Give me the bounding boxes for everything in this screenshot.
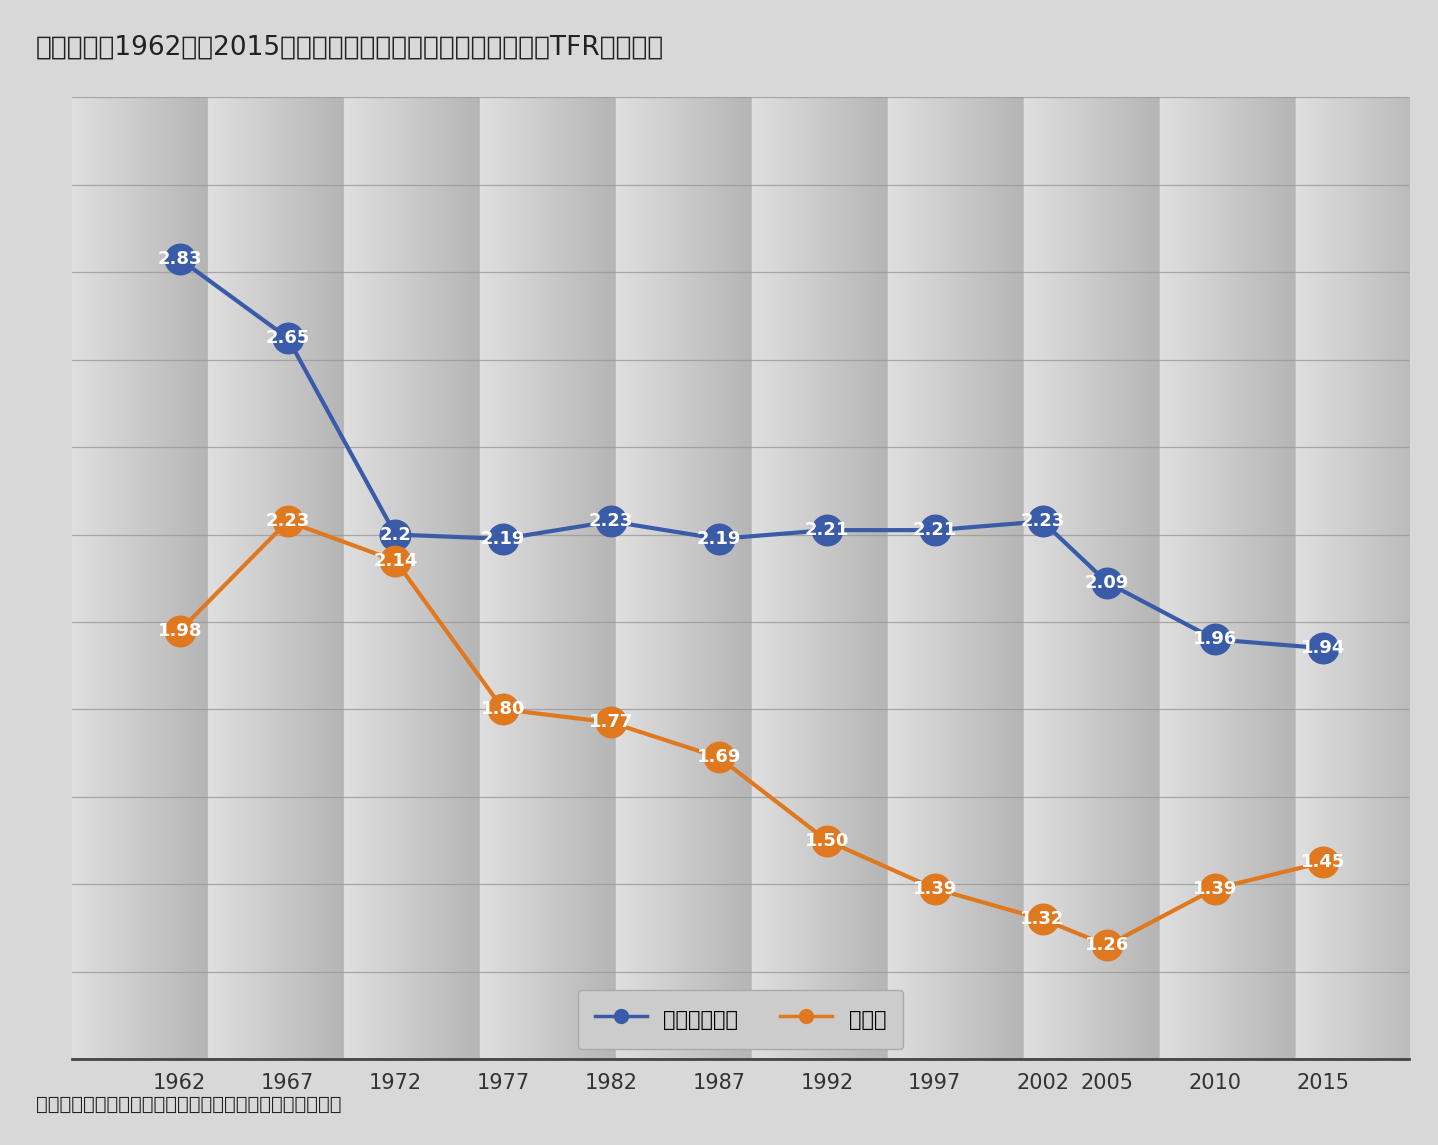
Text: 1.80: 1.80 — [482, 701, 525, 718]
完結出生児数 — [1206, 632, 1224, 646]
Text: 1.32: 1.32 — [1021, 910, 1064, 929]
完結出生児数 — [495, 532, 512, 546]
Text: 2.65: 2.65 — [266, 329, 309, 347]
Text: 2.23: 2.23 — [590, 513, 633, 530]
Text: 1.96: 1.96 — [1194, 631, 1237, 648]
Text: 2.23: 2.23 — [266, 513, 309, 530]
完結出生児数 — [710, 532, 728, 546]
Legend: 完結出生児数, ＴＦＲ: 完結出生児数, ＴＦＲ — [578, 990, 903, 1049]
Text: 2.2: 2.2 — [380, 526, 411, 544]
Text: 1.69: 1.69 — [697, 749, 741, 766]
Line: 完結出生児数: 完結出生児数 — [164, 244, 1339, 663]
ＴＦＲ — [710, 751, 728, 765]
Text: 1.39: 1.39 — [913, 879, 956, 898]
完結出生児数 — [926, 523, 943, 537]
完結出生児数 — [1099, 576, 1116, 590]
Text: 2.19: 2.19 — [697, 530, 741, 547]
Text: 2.83: 2.83 — [158, 250, 201, 268]
Text: 資料：国立社会保障・人口問題研究所公表値より筆者作成: 資料：国立社会保障・人口問題研究所公表値より筆者作成 — [36, 1095, 341, 1114]
Line: ＴＦＲ: ＴＦＲ — [164, 506, 1339, 961]
ＴＦＲ — [926, 882, 943, 895]
ＴＦＲ — [1206, 882, 1224, 895]
Text: 1.98: 1.98 — [158, 622, 201, 640]
Text: 1.45: 1.45 — [1301, 853, 1345, 871]
Text: 【図表１】1962年～2015年　完結出生児数と合計特殊出生率（TFR）の推移: 【図表１】1962年～2015年 完結出生児数と合計特殊出生率（TFR）の推移 — [36, 34, 664, 61]
ＴＦＲ — [495, 703, 512, 717]
ＴＦＲ — [1099, 939, 1116, 953]
完結出生児数 — [603, 514, 620, 528]
ＴＦＲ — [1034, 913, 1051, 926]
完結出生児数 — [1034, 514, 1051, 528]
完結出生児数 — [171, 252, 188, 266]
Text: 1.94: 1.94 — [1301, 639, 1345, 657]
Text: 1.26: 1.26 — [1086, 937, 1129, 955]
完結出生児数 — [818, 523, 835, 537]
ＴＦＲ — [279, 514, 296, 528]
ＴＦＲ — [818, 834, 835, 847]
ＴＦＲ — [387, 554, 404, 568]
完結出生児数 — [387, 528, 404, 542]
Text: 1.39: 1.39 — [1194, 879, 1237, 898]
Text: 2.19: 2.19 — [482, 530, 525, 547]
ＴＦＲ — [1314, 855, 1332, 869]
ＴＦＲ — [603, 716, 620, 729]
完結出生児数 — [279, 331, 296, 345]
ＴＦＲ — [171, 624, 188, 638]
完結出生児数 — [1314, 641, 1332, 655]
Text: 2.09: 2.09 — [1086, 574, 1129, 592]
Text: 2.14: 2.14 — [374, 552, 417, 570]
Text: 1.77: 1.77 — [590, 713, 633, 732]
Text: 2.23: 2.23 — [1021, 513, 1064, 530]
Text: 2.21: 2.21 — [805, 521, 848, 539]
Text: 2.21: 2.21 — [913, 521, 956, 539]
Text: 1.50: 1.50 — [805, 831, 848, 850]
